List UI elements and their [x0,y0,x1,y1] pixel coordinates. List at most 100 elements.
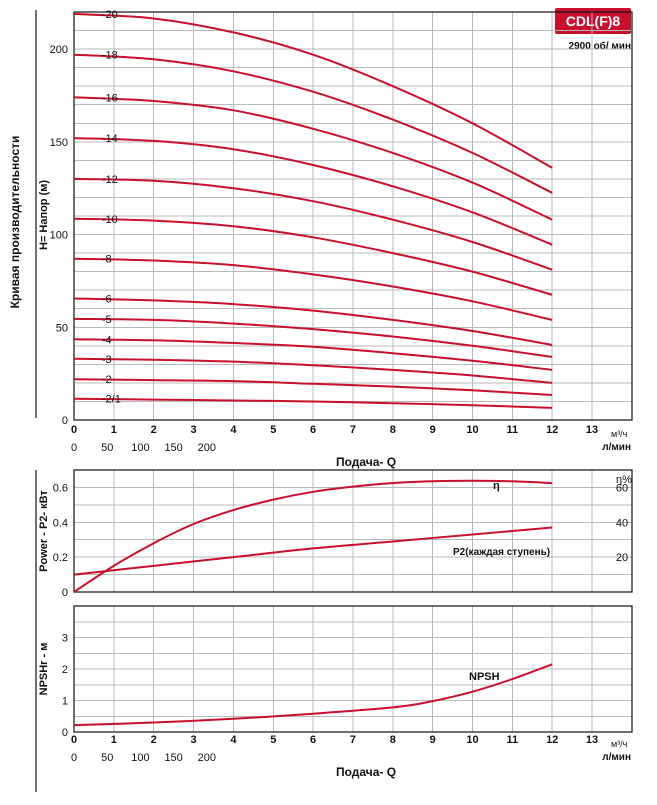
y2-tick-label: 20 [616,552,628,564]
y2-tick-label: 40 [616,517,628,529]
x2-tick-label: 50 [101,442,113,454]
x2-tick-label: 150 [164,442,182,454]
x-tick-label: 10 [466,424,478,436]
y-tick-label: 50 [56,322,68,334]
npsh-grid [74,606,632,732]
y-tick-label: 100 [50,230,68,242]
series-label: -5 [102,314,112,326]
x-tick-label: 4 [230,734,237,746]
power-y2-ticks: 20 40 60 [616,482,628,564]
series-label: -14 [102,133,118,145]
npsh-series-label: NPSH [469,671,500,683]
y-tick-label: 0.4 [53,517,68,529]
x-tick-label: 1 [111,734,117,746]
x-tick-label: 3 [190,734,196,746]
x2-tick-label: 150 [164,752,182,764]
npsh-xlabel: Подача- Q [336,765,396,779]
y-tick-label: 0.2 [53,552,68,564]
head-xlabel: Подача- Q [336,455,396,469]
x-tick-label: 2 [151,424,157,436]
head-ylabel: H= Напор (м) [38,180,50,250]
series-line [73,297,553,346]
series-line [73,257,553,321]
x-tick-label: 8 [390,734,396,746]
power-panel: 0 0.2 0.4 0.6 20 40 60 Power - P2- кВт η% η P… [38,469,633,599]
x2-tick-label: 50 [101,752,113,764]
head-grid [74,12,632,420]
y-tick-label: 0 [62,587,68,599]
series-label: -3 [102,354,112,366]
head-x-unit-lmin: л/мин [602,442,631,453]
y-tick-label: 150 [50,137,68,149]
x-tick-label: 8 [390,424,396,436]
side-label: Кривая производительности [8,136,22,309]
npsh-x-unit-lmin: л/мин [602,752,631,763]
y2-tick-label: 60 [616,482,628,494]
series-line [73,526,553,576]
power-curves [73,479,553,593]
power-grid [74,470,632,592]
x2-tick-label: 0 [71,442,77,454]
head-frame [73,11,633,421]
y-tick-label: 0 [62,415,68,427]
series-line [73,378,553,396]
x-tick-label: 4 [230,424,237,436]
y-tick-label: 0.6 [53,482,68,494]
series-line [73,397,553,409]
series-label: -18 [102,50,118,62]
series-line [73,663,553,727]
series-label: -2 [102,374,112,386]
head-curves: -20 -18 -16 -14 -12 -10 -8 -6 -5 -4 -3 -2 -2/1 [73,9,553,409]
x-tick-label: 13 [586,424,598,436]
series-line [73,479,553,593]
head-x-unit-m3h: м³/ч [611,429,628,439]
series-line [73,96,553,221]
series-line [73,177,553,271]
speed-label: 2900 об/ мин [569,40,631,52]
y-tick-label: 200 [50,44,68,56]
series-line [73,317,553,358]
x-tick-label: 6 [310,734,316,746]
x-tick-label: 0 [71,734,77,746]
series-line [73,12,553,169]
x2-tick-label: 200 [198,752,216,764]
x2-tick-label: 100 [131,752,149,764]
y-tick-label: 3 [62,633,68,645]
y-tick-label: 0 [62,727,68,739]
x-tick-label: 12 [546,734,558,746]
x2-tick-label: 100 [131,442,149,454]
x-tick-label: 11 [507,734,519,746]
series-label: -12 [102,174,118,186]
power-frame [73,469,633,593]
x-tick-label: 7 [350,734,356,746]
npsh-x-unit-m3h: м³/ч [611,739,628,749]
series-label: -16 [102,92,118,104]
npsh-curves [73,663,553,727]
eta-series-label: η [493,480,500,492]
series-line [73,53,553,194]
x-tick-label: 7 [350,424,356,436]
x-tick-label: 9 [430,424,436,436]
power-ylabel: Power - P2- кВт [38,490,50,572]
x-tick-label: 5 [270,424,276,436]
x-tick-label: 12 [546,424,558,436]
x-tick-label: 2 [151,734,157,746]
head-y-ticks: 0 50 100 150 200 [50,44,68,427]
series-label: -8 [102,254,112,266]
series-label: -6 [102,294,112,306]
model-badge [555,8,631,34]
head-x-ticks: 0 1 2 3 4 5 6 7 8 9 10 11 12 130 50 100 150 200 [71,424,598,454]
series-label: -20 [102,9,118,21]
series-line [73,217,553,296]
x-tick-label: 0 [71,424,77,436]
series-label: -10 [102,214,118,226]
x-tick-label: 9 [430,734,436,746]
x-tick-label: 6 [310,424,316,436]
x2-tick-label: 0 [71,752,77,764]
series-line [73,338,553,371]
model-badge-text: CDL(F)8 [566,13,621,29]
x-tick-label: 5 [270,734,276,746]
